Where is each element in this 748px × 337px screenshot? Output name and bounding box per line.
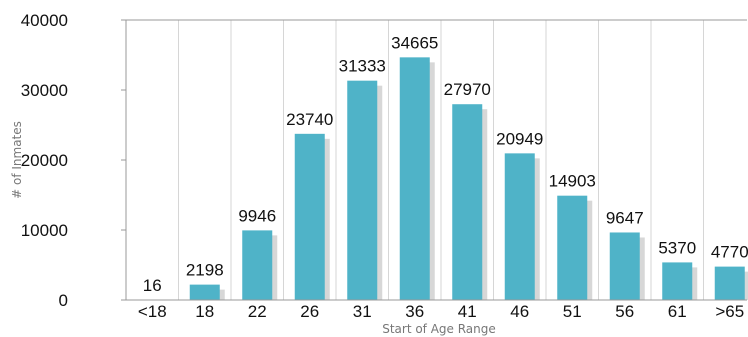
x-tick-label: 31 xyxy=(353,302,372,321)
grid-lines xyxy=(178,20,704,300)
x-tick-label: 41 xyxy=(458,302,477,321)
data-label: 5370 xyxy=(658,238,696,257)
bar xyxy=(294,133,325,300)
data-label: 2198 xyxy=(186,261,224,280)
x-tick-label: >65 xyxy=(715,302,744,321)
y-tick-label: 30000 xyxy=(21,81,68,100)
data-label: 4770 xyxy=(711,243,748,262)
x-axis-title: Start of Age Range xyxy=(382,322,496,336)
data-labels: 16 2198 9946 23740 31333 34665 27970 20949 14903… xyxy=(143,33,748,295)
data-label: 27970 xyxy=(444,80,491,99)
data-label: 9946 xyxy=(238,206,276,225)
bar xyxy=(557,195,588,300)
data-label: 16 xyxy=(143,276,162,295)
data-label: 9647 xyxy=(606,208,644,227)
bar xyxy=(399,57,430,300)
y-tick-label: 40000 xyxy=(21,11,68,30)
x-tick-label: 51 xyxy=(563,302,582,321)
bar xyxy=(714,266,745,300)
data-label: 14903 xyxy=(549,172,596,191)
bar xyxy=(189,284,220,300)
y-tick-label: 10000 xyxy=(21,221,68,240)
axes xyxy=(121,19,747,301)
x-tick-label: <18 xyxy=(138,302,167,321)
bar xyxy=(609,232,640,300)
bar xyxy=(504,153,535,300)
bar xyxy=(662,262,693,300)
data-label: 23740 xyxy=(286,110,333,129)
bars xyxy=(137,57,745,301)
x-tick-label: 36 xyxy=(405,302,424,321)
data-label: 31333 xyxy=(339,57,386,76)
bar xyxy=(242,230,273,300)
x-tick-label: 26 xyxy=(300,302,319,321)
data-label: 34665 xyxy=(391,33,438,52)
y-tick-label: 0 xyxy=(59,291,68,310)
x-tick-label: 18 xyxy=(195,302,214,321)
x-tick-label: 61 xyxy=(668,302,687,321)
x-tick-labels: <18 18 22 26 31 36 41 46 51 56 61 >65 xyxy=(138,302,744,321)
y-axis-title: # of Inmates xyxy=(10,121,24,199)
y-tick-label: 20000 xyxy=(21,151,68,170)
y-tick-labels: 0 10000 20000 30000 40000 xyxy=(21,11,68,310)
x-tick-label: 56 xyxy=(615,302,634,321)
x-tick-label: 46 xyxy=(510,302,529,321)
bar xyxy=(347,80,378,300)
data-label: 20949 xyxy=(496,129,543,148)
bar xyxy=(452,104,483,301)
x-tick-label: 22 xyxy=(248,302,267,321)
